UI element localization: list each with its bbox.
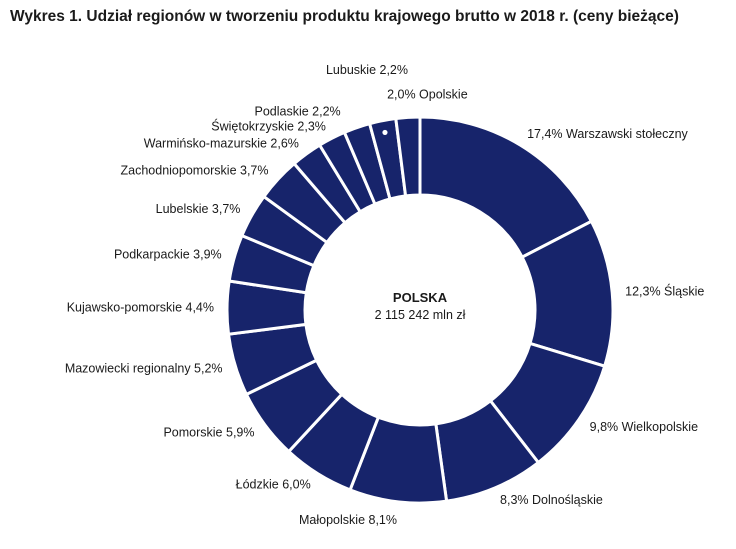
slice-label-śląskie: 12,3% Śląskie <box>625 283 704 298</box>
center-value: 2 115 242 mln zł <box>375 308 466 322</box>
chart-title: Wykres 1. Udział regionów w tworzeniu pr… <box>10 8 679 25</box>
slice-label-małopolskie: Małopolskie 8,1% <box>299 513 397 527</box>
slice-label-mazowiecki-regionalny: Mazowiecki regionalny 5,2% <box>65 362 223 376</box>
center-title: POLSKA <box>393 290 448 305</box>
slice-label-świętokrzyskie: Świętokrzyskie 2,3% <box>211 119 326 134</box>
lubuskie-marker <box>382 129 388 136</box>
slice-label-podkarpackie: Podkarpackie 3,9% <box>114 247 222 261</box>
donut-slices <box>225 115 615 505</box>
slice-label-lubuskie: Lubuskie 2,2% <box>326 63 408 77</box>
slice-label-kujawsko-pomorskie: Kujawsko-pomorskie 4,4% <box>67 300 214 314</box>
slice-label-opolskie: 2,0% Opolskie <box>387 87 468 101</box>
slice-label-podlaskie: Podlaskie 2,2% <box>254 104 340 118</box>
slice-label-łódzkie: Łódzkie 6,0% <box>236 478 311 492</box>
slice-opolskie <box>394 115 422 198</box>
slice-label-wielkopolskie: 9,8% Wielkopolskie <box>590 420 698 434</box>
slice-label-warmińsko-mazurskie: Warmińsko-mazurskie 2,6% <box>144 136 299 150</box>
slice-label-pomorskie: Pomorskie 5,9% <box>163 426 254 440</box>
slice-labels: 17,4% Warszawski stołeczny 12,3% Śląskie 9… <box>65 63 705 527</box>
slice-label-warszawski-stołeczny: 17,4% Warszawski stołeczny <box>527 127 688 141</box>
slice-label-dolnośląskie: 8,3% Dolnośląskie <box>500 493 603 507</box>
slice-label-lubelskie: Lubelskie 3,7% <box>156 202 241 216</box>
callout-markers <box>382 129 388 136</box>
slice-label-zachodniopomorskie: Zachodniopomorskie 3,7% <box>121 163 269 177</box>
